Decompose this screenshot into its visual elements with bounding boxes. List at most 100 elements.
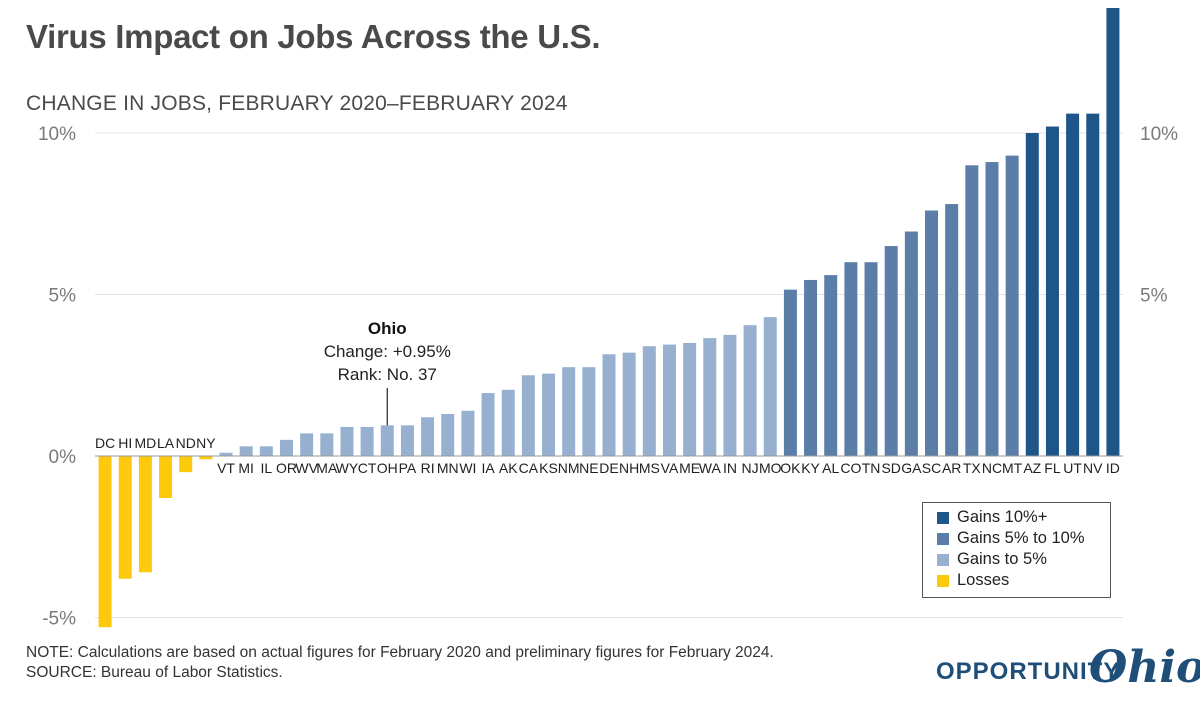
bar-ak <box>501 389 515 456</box>
x-tick-label: WV <box>295 460 318 476</box>
x-tick-label: MD <box>135 435 157 451</box>
legend-label: Gains 10%+ <box>957 508 1048 526</box>
bar-tx <box>965 165 979 457</box>
bar-la <box>159 456 173 498</box>
bar-fl <box>1045 126 1059 456</box>
y-tick-label-right: 5% <box>1140 286 1168 307</box>
bar-ma <box>320 433 334 456</box>
bar-oh <box>380 425 394 456</box>
legend-swatch-losses <box>937 574 949 587</box>
bar-ut <box>1066 113 1080 457</box>
bar-al <box>824 275 838 456</box>
bar-me <box>683 342 697 456</box>
bar-il <box>259 446 273 456</box>
x-tick-label: WI <box>459 460 476 476</box>
bar-wy <box>340 426 354 456</box>
x-tick-label: IN <box>723 460 737 476</box>
x-tick-label: HI <box>118 435 132 451</box>
x-tick-label: CA <box>519 460 539 476</box>
x-tick-label: VT <box>217 460 235 476</box>
footnote: NOTE: Calculations are based on actual f… <box>26 643 774 683</box>
legend-swatch-gains-10-plus <box>937 511 949 524</box>
x-tick-label: SD <box>881 460 900 476</box>
bar-ne <box>582 367 596 456</box>
y-tick-label: -5% <box>42 609 76 630</box>
x-tick-label: WA <box>699 460 722 476</box>
x-tick-label: LA <box>157 435 175 451</box>
logo-word: OPPORTUNITY <box>936 658 1121 685</box>
bar-mn <box>441 414 455 456</box>
x-tick-label: ND <box>176 435 196 451</box>
bar-ga <box>904 231 918 456</box>
x-tick-label: NM <box>558 460 580 476</box>
bar-mt <box>1005 155 1019 457</box>
bar-vt <box>219 452 233 456</box>
bar-mi <box>239 446 253 456</box>
bar-ny <box>199 456 213 460</box>
bar-nd <box>179 456 193 473</box>
bar-or <box>279 439 293 456</box>
legend-item-gains-10-plus: Gains 10%+ <box>937 507 1110 528</box>
x-tick-label: IL <box>260 460 272 476</box>
x-tick-label: GA <box>901 460 922 476</box>
x-tick-label: NH <box>619 460 639 476</box>
x-tick-label: MN <box>437 460 459 476</box>
bar-ok <box>783 289 797 456</box>
y-tick-label-right: 10% <box>1140 124 1178 145</box>
x-tick-label: DC <box>95 435 115 451</box>
x-tick-label: OK <box>780 460 801 476</box>
bar-wv <box>300 433 314 456</box>
x-tick-label: NV <box>1083 460 1103 476</box>
bar-mo <box>763 317 777 456</box>
x-tick-label: TN <box>862 460 881 476</box>
bar-az <box>1025 133 1039 456</box>
bar-tn <box>864 262 878 456</box>
bar-ar <box>945 204 959 456</box>
bar-ia <box>481 393 495 456</box>
x-tick-label: UT <box>1063 460 1082 476</box>
x-tick-label: RI <box>421 460 435 476</box>
x-tick-label: NC <box>982 460 1002 476</box>
bar-wi <box>461 410 475 456</box>
x-tick-label: KS <box>539 460 558 476</box>
bar-wa <box>703 338 717 456</box>
x-tick-label: OR <box>276 460 297 476</box>
x-tick-label: AL <box>822 460 839 476</box>
x-tick-label: CT <box>358 460 377 476</box>
bar-id <box>1106 8 1120 456</box>
x-tick-label: AZ <box>1023 460 1041 476</box>
bar-va <box>662 344 676 456</box>
x-tick-label: KY <box>801 460 820 476</box>
x-tick-label: AK <box>499 460 518 476</box>
x-tick-label: MO <box>759 460 782 476</box>
bar-md <box>138 456 152 573</box>
x-tick-label: AR <box>942 460 961 476</box>
x-tick-label: NJ <box>742 460 759 476</box>
x-tick-label: DE <box>599 460 618 476</box>
bar-sc <box>925 210 939 456</box>
bar-pa <box>400 425 414 456</box>
chart-title: Virus Impact on Jobs Across the U.S. <box>26 18 601 55</box>
legend-label: Losses <box>957 571 1010 589</box>
x-tick-label: MI <box>238 460 254 476</box>
x-tick-label: ID <box>1106 460 1120 476</box>
x-tick-label: NY <box>196 435 216 451</box>
annotation-rank: Rank: No. 37 <box>338 365 437 384</box>
annotation-change: Change: +0.95% <box>324 342 451 361</box>
legend-label: Gains 5% to 10% <box>957 529 1085 547</box>
x-tick-label: MT <box>1002 460 1023 476</box>
bar-nm <box>562 367 576 456</box>
note-text: NOTE: Calculations are based on actual f… <box>26 644 774 661</box>
x-tick-label: VA <box>661 460 679 476</box>
legend-label: Gains to 5% <box>957 550 1047 568</box>
bar-de <box>602 354 616 456</box>
bar-ca <box>521 375 535 456</box>
legend-item-gains-to-5: Gains to 5% <box>937 549 1110 570</box>
x-tick-label: FL <box>1044 460 1061 476</box>
bar-sd <box>884 246 898 456</box>
x-tick-label: ME <box>679 460 700 476</box>
bar-dc <box>98 456 112 628</box>
annotation-name: Ohio <box>368 319 407 338</box>
x-tick-label: WY <box>336 460 359 476</box>
